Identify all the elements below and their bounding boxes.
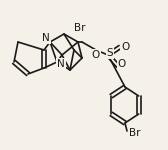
Text: O: O [118, 59, 126, 69]
Text: Br: Br [129, 128, 141, 138]
Text: S: S [107, 48, 113, 58]
Text: O: O [92, 50, 100, 60]
Text: N: N [42, 33, 50, 43]
Text: O: O [121, 42, 129, 52]
Text: Br: Br [74, 23, 86, 33]
Text: N: N [57, 59, 65, 69]
